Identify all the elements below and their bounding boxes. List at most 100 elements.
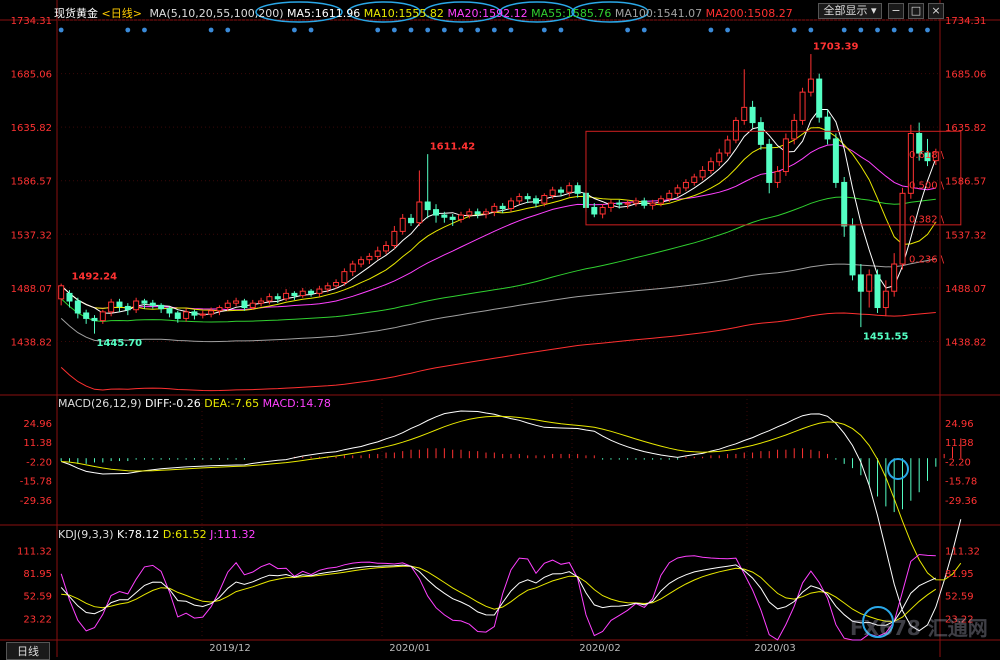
price-annotation: 1703.39	[813, 42, 859, 53]
candle-body	[499, 205, 506, 210]
price-tick-left: 1488.07	[11, 284, 52, 295]
candle-body	[532, 198, 539, 204]
candle-body	[657, 198, 664, 204]
price-tick-right: 1685.06	[945, 70, 986, 81]
ma10-value: MA10:1555.82	[363, 7, 444, 20]
signal-dot	[891, 27, 897, 33]
candle-body	[874, 274, 881, 309]
price-tick-right: 1537.32	[945, 230, 986, 241]
candle-body	[866, 274, 873, 292]
signal-dot	[441, 27, 447, 33]
candle-body	[266, 296, 273, 302]
fib-label: 0.236 \	[909, 255, 945, 266]
candle-body	[274, 296, 281, 300]
candle-body	[249, 302, 256, 309]
macd-highlight-circle	[887, 458, 909, 480]
signal-dot	[708, 27, 714, 33]
macd-tick-right: -15.78	[945, 477, 977, 488]
candle-body	[766, 143, 773, 183]
macd-tick-left: 11.38	[23, 438, 52, 449]
candle-body	[366, 255, 373, 261]
candle-body	[749, 106, 756, 124]
candle-body	[191, 311, 198, 316]
kdj-label: KDJ(9,3,3)	[58, 528, 114, 541]
maximize-button[interactable]: □	[908, 3, 924, 19]
period-label[interactable]: <日线>	[101, 7, 142, 20]
candle-body	[258, 300, 265, 304]
macd-tick-right: -2.20	[945, 457, 971, 468]
candle-body	[433, 209, 440, 216]
candle-body	[732, 119, 739, 141]
candle-body	[799, 91, 806, 121]
close-button[interactable]: ×	[928, 3, 944, 19]
chevron-down-icon: ▾	[870, 4, 877, 17]
kdj-tick-right: 52.59	[945, 592, 974, 603]
macd-tick-left: -15.78	[20, 477, 52, 488]
fibonacci-box	[585, 130, 962, 226]
candle-body	[458, 214, 465, 220]
candle-body	[691, 176, 698, 183]
candle-body	[632, 200, 639, 204]
axes: 1734.31 1734.31 1685.06 1685.06 1635.82 1635.…	[11, 1, 986, 654]
candle-body	[907, 132, 914, 194]
ma5-value: MA5:1611.96	[287, 7, 361, 20]
signal-dot	[425, 27, 431, 33]
kdj-tick-right: 111.32	[945, 547, 980, 558]
candle-body	[449, 216, 456, 220]
title-bar: 现货黄金 <日线> MA(5,10,20,55,100,200) MA5:161…	[54, 5, 793, 21]
signal-dot	[875, 27, 880, 33]
price-annotation: 1451.55	[863, 332, 909, 343]
x-tick-label: 2020/01	[389, 643, 431, 654]
signal-dot	[925, 27, 930, 33]
candle-body	[241, 300, 248, 309]
highlight-ellipse	[499, 1, 575, 23]
candle-body	[916, 132, 923, 154]
candle-body	[791, 119, 798, 140]
candle-body	[466, 211, 473, 216]
signal-dot	[292, 27, 297, 33]
candle-body	[891, 263, 898, 292]
candle-body	[283, 292, 290, 300]
candle-body	[324, 285, 331, 290]
macd-tick-left: -29.36	[20, 496, 52, 507]
candle-body	[782, 138, 789, 173]
candle-body	[208, 310, 215, 315]
display-dropdown[interactable]: 全部显示 ▾	[818, 3, 882, 19]
candle-body	[124, 305, 131, 311]
ma20-line	[60, 143, 936, 311]
macd-panel	[60, 410, 962, 632]
signal-dot	[808, 27, 814, 33]
candle-body	[99, 311, 106, 322]
candle-body	[899, 192, 906, 265]
candle-body	[807, 78, 814, 93]
price-tick-right: 1734.31	[945, 16, 986, 27]
candle-body	[832, 138, 839, 183]
price-tick-right: 1488.07	[945, 284, 986, 295]
candle-body	[91, 317, 98, 322]
fib-label: 0.500 \	[909, 181, 945, 192]
candle-body	[116, 301, 123, 307]
kdj-highlight-circle	[862, 606, 894, 638]
ma10-line	[60, 127, 937, 312]
candle-body	[507, 200, 514, 210]
price-panel: 0.618 \ 0.500 \ 0.382 \ 0.236 \ 1492.24 1445.…	[58, 27, 962, 392]
candle-body	[882, 290, 889, 309]
ma200-value: MA200:1508.27	[705, 7, 793, 20]
candle-body	[682, 181, 689, 189]
price-tick-left: 1586.57	[11, 177, 52, 188]
signal-dot	[208, 27, 214, 33]
price-tick-left: 1438.82	[11, 337, 52, 348]
candle-body	[166, 308, 173, 314]
price-tick-left: 1635.82	[11, 123, 52, 134]
candle-body	[158, 304, 165, 310]
candle-body	[174, 312, 181, 319]
macd-value: MACD:14.78	[262, 397, 331, 410]
tab-daily[interactable]: 日线	[6, 642, 50, 660]
macd-tick-right: -29.36	[945, 496, 977, 507]
fib-label: 0.382 \	[909, 214, 945, 225]
candle-body	[624, 202, 631, 205]
signal-dot	[491, 27, 497, 33]
minimize-button[interactable]: −	[888, 3, 904, 19]
